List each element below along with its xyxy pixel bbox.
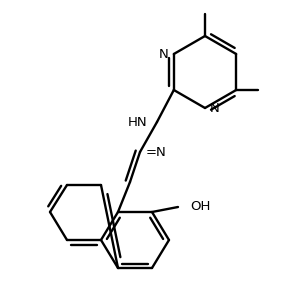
Text: =N: =N bbox=[146, 146, 167, 158]
Text: N: N bbox=[159, 48, 169, 60]
Text: N: N bbox=[210, 102, 220, 115]
Text: OH: OH bbox=[190, 200, 210, 213]
Text: HN: HN bbox=[127, 115, 147, 129]
